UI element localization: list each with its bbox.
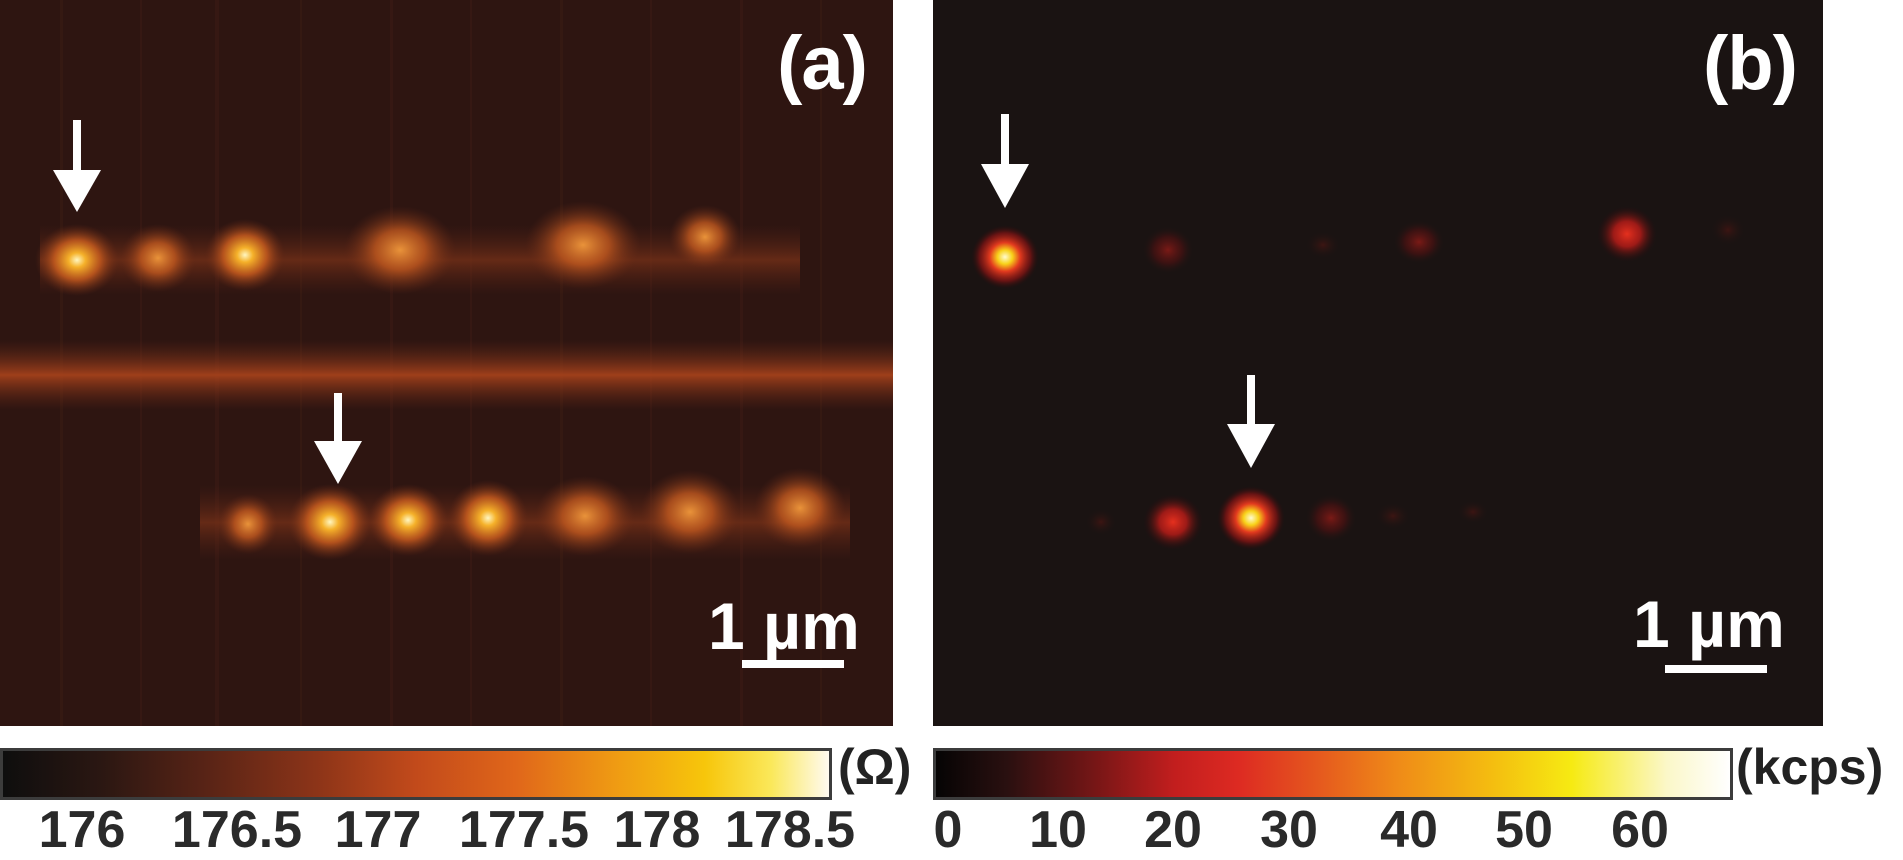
spot-b1 [218,494,278,554]
colorbar-b-tick: 40 [1380,801,1438,859]
colorbar-a-tick: 178 [613,801,701,859]
horizontal-band [0,340,893,410]
spot-c6 [1710,214,1746,246]
spot-b3 [368,484,448,556]
colorbar-b-tick: 50 [1495,801,1553,859]
panel-b-label: (b) [1702,21,1798,106]
spot-b4 [448,480,528,556]
panel-a-image: (a) 1 µm [0,0,893,726]
spot-c5 [1597,206,1657,262]
spot-a3 [205,219,285,291]
colorbar-b-tick: 10 [1029,801,1087,859]
panel-b-image: (b) 1 µm [933,0,1823,726]
spot-b5 [535,476,635,556]
colorbar-a-tick: 176 [38,801,126,859]
spot-b2 [288,484,372,560]
colorbar-a-tick: 177.5 [458,801,590,859]
colorbar-b-unit: (kcps) [1736,739,1884,795]
spot-c3 [1305,231,1341,259]
colorbar-b-tick: 60 [1611,801,1669,859]
spot-a2 [120,224,196,292]
colorbar-a-unit: (Ω) [838,739,912,795]
colorbar-a-tick: 178.5 [724,801,856,859]
scale-bar-b-label: 1 µm [1633,587,1785,661]
spot-d6 [1457,500,1489,524]
colorbar-b-tick: 30 [1260,801,1318,859]
scale-bar-b [1665,665,1767,673]
scale-bar-a [742,660,844,668]
colorbar-a-tick: 177 [334,801,422,859]
panel-a-label: (a) [777,21,868,106]
spot-a6 [669,205,741,269]
spot-d3 [1217,486,1285,550]
spot-d1 [1085,508,1117,536]
spot-d5 [1375,502,1411,530]
panel-b-map [971,114,1767,673]
spot-d4 [1305,494,1357,542]
colorbar-b [933,748,1733,800]
spot-b6 [640,470,740,554]
spot-a4 [344,206,456,294]
spot-c2 [1142,226,1194,274]
spot-d2 [1143,494,1203,550]
arrow-icon-b-top [981,114,1029,208]
colorbar-b-tick: 20 [1144,801,1202,859]
scale-bar-a-label: 1 µm [708,589,860,663]
spot-c1 [971,225,1039,289]
arrow-icon-b-bottom [1227,375,1275,468]
colorbar-a [0,748,832,800]
arrow-icon-a-bottom [314,393,362,484]
arrow-icon-a-top [53,120,101,212]
colorbar-b-tick: 0 [933,801,963,859]
spot-a1 [35,224,119,296]
panel-a-map [0,0,893,726]
spot-a5 [525,201,641,289]
colorbar-a-tick: 176.5 [171,801,303,859]
spot-c4 [1393,220,1445,264]
spot-b7 [754,468,846,548]
